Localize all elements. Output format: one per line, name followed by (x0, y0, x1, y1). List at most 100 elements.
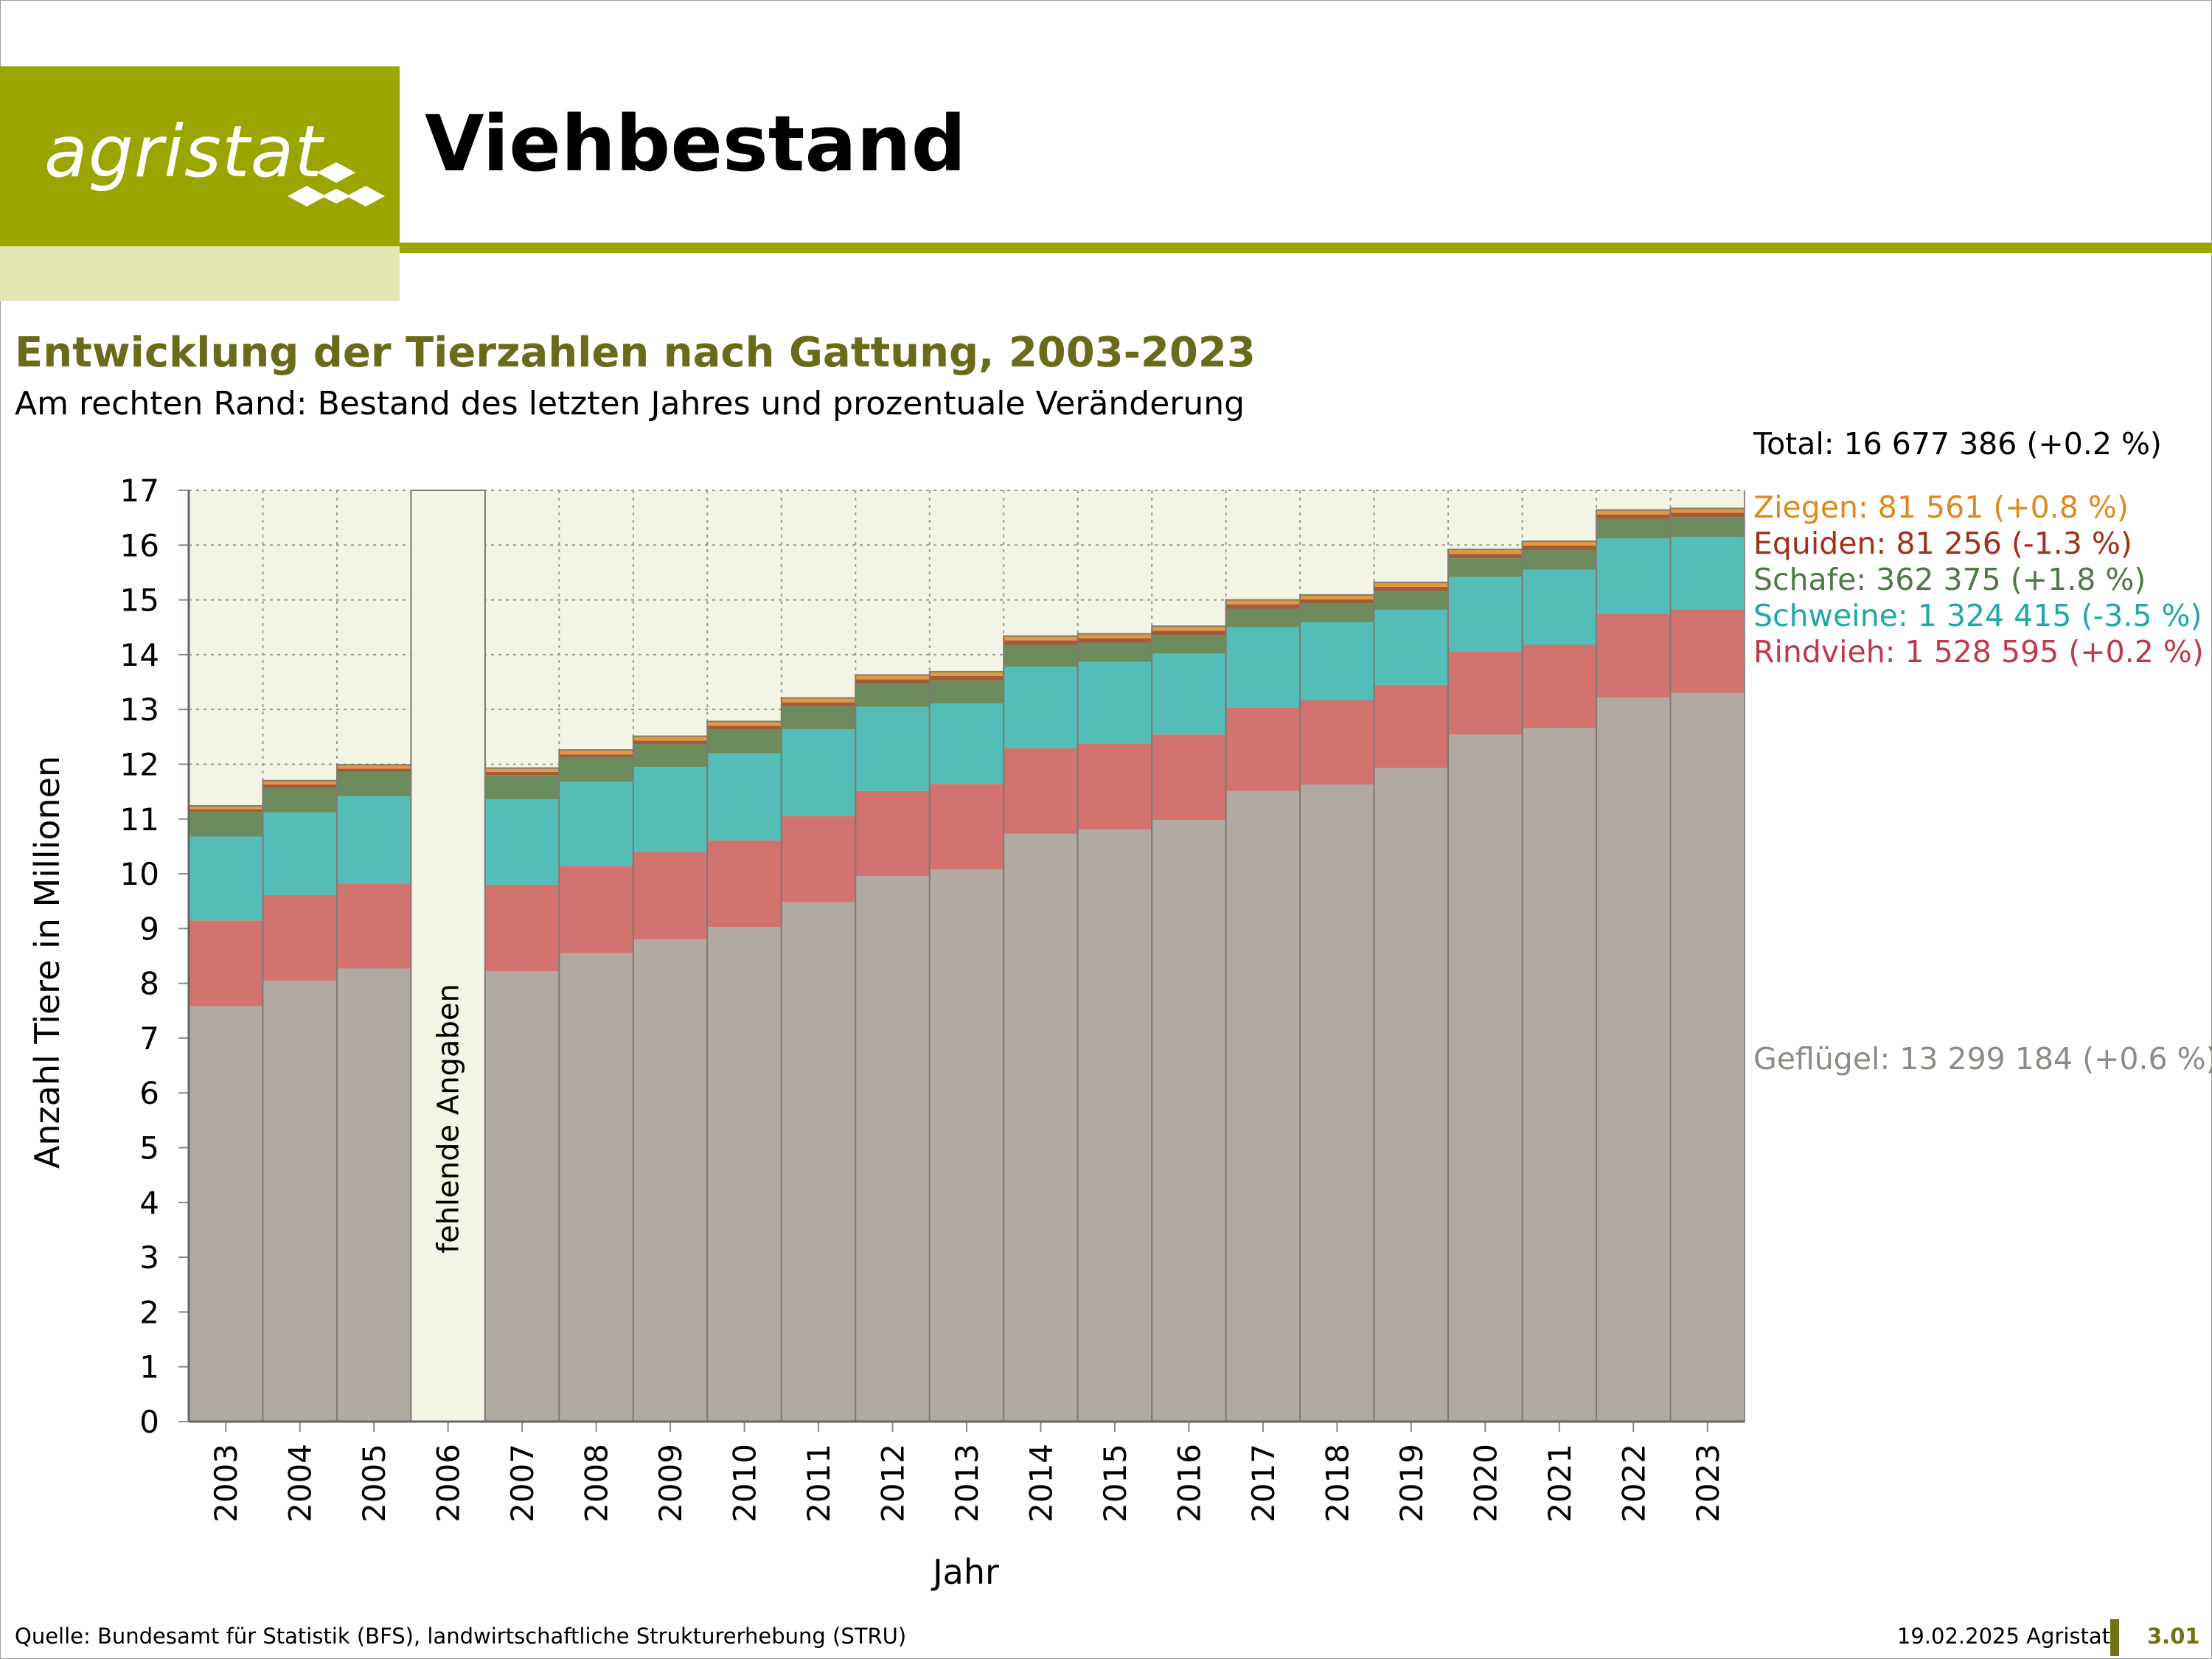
y-tick-label: 17 (120, 473, 159, 509)
bar-segment-schweine (1152, 653, 1226, 735)
bar-segment-geflügel (262, 980, 337, 1422)
legend-label-schweine: Schweine: 1 324 415 (-3.5 %) (1753, 598, 2202, 633)
bar-segment-schafe (929, 680, 1004, 704)
bar-segment-schweine (855, 706, 930, 791)
x-tick-label: 2021 (1542, 1444, 1578, 1523)
x-axis-label: Jahr (931, 1552, 999, 1592)
x-tick-label: 2020 (1467, 1444, 1503, 1523)
bar-segment-schafe (336, 771, 411, 796)
bar-segment-ziegen (1596, 509, 1671, 515)
bar-segment-schafe (484, 775, 560, 800)
y-tick-label: 11 (120, 801, 159, 838)
y-tick-label: 6 (139, 1075, 159, 1111)
y-tick-label: 10 (120, 856, 159, 892)
bar-segment-equiden (1670, 512, 1745, 518)
bar-segment-schweine (336, 796, 411, 884)
bar-segment-schweine (1374, 609, 1449, 685)
bar-segment-equiden (855, 679, 930, 684)
bar-segment-geflügel (484, 971, 560, 1422)
bar-segment-ziegen (1004, 636, 1078, 641)
bar-segment-geflügel (1225, 790, 1301, 1422)
bar-segment-schweine (929, 703, 1004, 785)
bar-segment-geflügel (1004, 833, 1078, 1422)
y-tick-label: 14 (120, 637, 159, 673)
bar-segment-geflügel (1596, 697, 1671, 1422)
bar-segment-schweine (484, 799, 560, 885)
bar-segment-schweine (262, 812, 337, 896)
x-tick-label: 2009 (653, 1444, 689, 1523)
total-label: Total: 16 677 386 (+0.2 %) (1753, 426, 2162, 462)
bar-segment-schafe (1077, 642, 1152, 662)
bar-segment-schafe (1152, 635, 1226, 654)
page-number: 3.01 (2147, 1624, 2200, 1649)
bar-segment-schweine (189, 836, 263, 921)
bar-segment-schafe (262, 787, 337, 813)
bar-segment-rindvieh (262, 895, 337, 981)
y-tick-label: 13 (120, 692, 159, 728)
bar-segment-ziegen (1448, 549, 1523, 554)
x-tick-label: 2015 (1097, 1444, 1133, 1523)
bar-segment-ziegen (1374, 582, 1449, 587)
bar-segment-equiden (633, 740, 708, 744)
x-tick-label: 2012 (875, 1444, 911, 1523)
bar-segment-ziegen (855, 675, 930, 680)
bar-segment-schafe (707, 729, 782, 754)
footer-date: 19.02.2025 Agristat (1896, 1624, 2110, 1649)
bar-segment-ziegen (1225, 599, 1301, 605)
bar-segment-rindvieh (929, 784, 1004, 870)
x-tick-label: 2017 (1245, 1444, 1281, 1523)
x-tick-label: 2019 (1394, 1444, 1430, 1523)
bar-segment-rindvieh (1225, 707, 1301, 791)
y-tick-label: 0 (139, 1404, 159, 1440)
bar-segment-geflügel (707, 927, 782, 1422)
bar-segment-geflügel (929, 869, 1004, 1422)
bar-segment-geflügel (559, 953, 633, 1422)
bar-segment-rindvieh (559, 866, 633, 953)
y-tick-label: 5 (139, 1130, 159, 1166)
x-tick-label: 2006 (431, 1444, 467, 1523)
bar-segment-schafe (1300, 603, 1374, 623)
bar-segment-equiden (336, 768, 411, 772)
bar-segment-schweine (1670, 537, 1745, 610)
legend-label-schafe: Schafe: 362 375 (+1.8 %) (1753, 562, 2146, 597)
bar-segment-geflügel (855, 876, 930, 1422)
bar-segment-ziegen (1077, 633, 1152, 639)
bar-segment-equiden (1596, 514, 1671, 519)
y-tick-label: 8 (139, 966, 159, 1002)
bar-segment-ziegen (336, 765, 411, 769)
x-tick-label: 2022 (1615, 1444, 1652, 1523)
bar-segment-rindvieh (1448, 651, 1523, 735)
source-note: Quelle: Bundesamt für Statistik (BFS), l… (15, 1624, 907, 1649)
missing-bar-slot (410, 490, 486, 1422)
y-tick-label: 7 (139, 1020, 159, 1057)
bar-segment-schweine (633, 767, 708, 852)
bar-segment-schafe (559, 757, 633, 782)
x-tick-label: 2016 (1171, 1444, 1207, 1523)
bar-segment-schafe (1670, 517, 1745, 538)
bar-segment-rindvieh (781, 816, 856, 902)
bar-segment-geflügel (781, 902, 856, 1422)
header-rule (400, 243, 2212, 253)
x-tick-label: 2008 (579, 1444, 615, 1523)
bar-segment-schafe (1374, 591, 1449, 610)
bar-segment-rindvieh (1077, 743, 1152, 830)
bar-segment-geflügel (1152, 820, 1226, 1422)
page-title: Viehbestand (425, 99, 967, 189)
bar-segment-schafe (855, 684, 930, 707)
bar-segment-schweine (1596, 538, 1671, 614)
y-tick-label: 1 (139, 1349, 159, 1385)
bar-segment-equiden (484, 771, 560, 776)
bar-segment-schafe (633, 743, 708, 768)
bar-segment-geflügel (1077, 829, 1152, 1422)
bar-segment-schweine (707, 753, 782, 841)
bar-segment-rindvieh (1300, 700, 1374, 785)
bar-segment-rindvieh (1374, 684, 1449, 768)
x-tick-label: 2023 (1690, 1444, 1726, 1523)
bar-segment-schafe (1522, 549, 1597, 570)
x-tick-label: 2014 (1023, 1444, 1059, 1523)
bar-segment-equiden (262, 784, 337, 788)
chart-title: Entwicklung der Tierzahlen nach Gattung,… (15, 329, 1256, 377)
bar-segment-equiden (707, 726, 782, 730)
y-tick-label: 16 (120, 527, 159, 563)
